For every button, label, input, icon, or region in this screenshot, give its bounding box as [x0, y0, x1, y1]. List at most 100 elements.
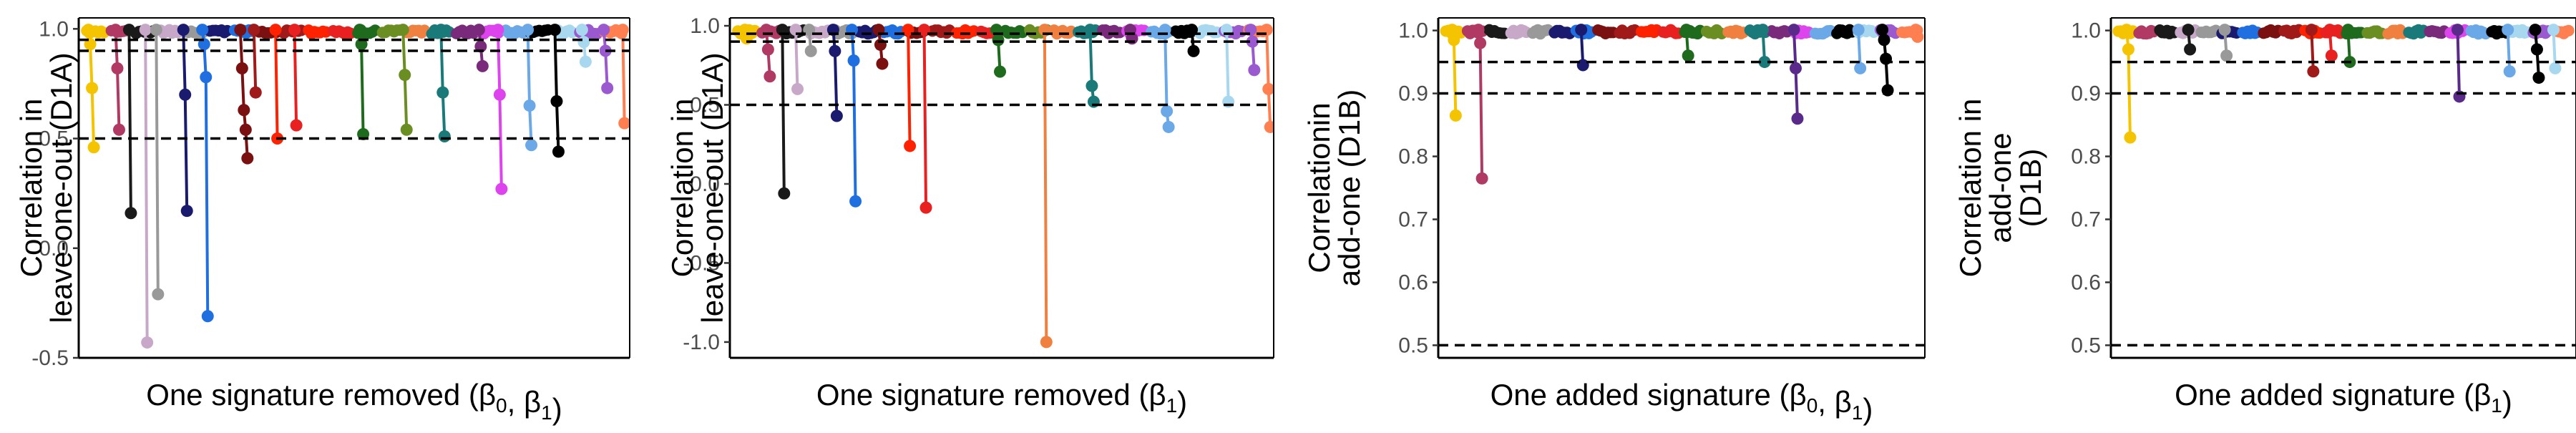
data-point	[548, 24, 561, 37]
series-line	[553, 29, 560, 152]
data-point	[919, 201, 932, 214]
x-axis-title: One added signature (β1)	[2175, 378, 2512, 419]
data-point	[1264, 120, 1274, 133]
y-tick-label: 0.9	[2071, 82, 2101, 106]
data-point	[1876, 24, 1889, 37]
data-point	[495, 183, 508, 195]
series-line	[1477, 29, 1484, 179]
data-point	[2503, 65, 2516, 78]
y-axis-title: Correlation in	[1953, 99, 1987, 278]
data-point	[125, 207, 137, 220]
y-axis-title: leave-one-out (D1A)	[44, 52, 78, 323]
y-tick-label: 0.0	[39, 237, 69, 261]
data-point	[1878, 34, 1890, 47]
data-point	[235, 62, 248, 74]
y-axis-title: Correlation in	[665, 99, 699, 278]
data-point	[112, 123, 125, 136]
x-axis-title: One signature removed (β0, β1)	[146, 378, 562, 426]
series-line	[127, 29, 132, 213]
data-point	[876, 57, 889, 70]
data-point	[1854, 62, 1867, 74]
y-axis-title: Correlation in	[14, 99, 48, 278]
series-line	[2310, 29, 2315, 72]
data-point	[904, 140, 917, 152]
data-point	[1852, 24, 1865, 37]
series-line	[781, 29, 786, 194]
series-line	[794, 29, 799, 89]
data-point	[241, 152, 254, 165]
data-point	[357, 127, 370, 140]
data-point	[492, 24, 504, 37]
y-tick-label: 0.5	[2071, 334, 2101, 357]
series-line	[602, 29, 609, 89]
data-point	[618, 117, 630, 130]
data-point	[1575, 24, 1588, 37]
data-point	[577, 36, 590, 49]
data-point	[601, 82, 614, 94]
data-point	[353, 24, 366, 37]
data-point	[849, 195, 862, 208]
data-point	[616, 24, 629, 37]
y-axis-title: (D1B)	[2014, 149, 2047, 228]
series-line	[1265, 29, 1272, 127]
y-tick-label: 0.8	[1398, 145, 1428, 169]
data-point	[249, 86, 262, 99]
data-point	[438, 130, 451, 142]
plot-area	[732, 24, 1274, 349]
data-point	[239, 123, 252, 136]
data-point	[1187, 44, 1200, 57]
y-tick-label: 0.6	[2071, 271, 2101, 294]
data-point	[597, 24, 610, 37]
data-point	[84, 38, 97, 51]
data-point	[177, 24, 190, 37]
series-line	[1043, 29, 1048, 342]
data-point	[778, 187, 791, 200]
data-point	[122, 24, 135, 37]
data-point	[2529, 24, 2542, 37]
data-point	[1246, 35, 1259, 48]
data-point	[152, 288, 165, 301]
plot-area	[2112, 24, 2575, 144]
data-point	[1475, 172, 1488, 185]
y-tick-label: 1.0	[1398, 19, 1428, 43]
data-point	[1445, 24, 1458, 37]
data-point	[1682, 49, 1694, 62]
data-point	[2562, 24, 2575, 37]
data-point	[434, 24, 447, 37]
data-point	[2124, 131, 2137, 144]
data-point	[522, 24, 535, 37]
series-line	[2506, 29, 2512, 72]
data-point	[1757, 24, 1770, 37]
data-point	[761, 43, 774, 56]
data-point	[399, 69, 411, 82]
data-point	[288, 24, 301, 37]
data-point	[150, 24, 162, 37]
y-axis-title: add-one (D1B)	[1332, 89, 1366, 286]
data-point	[111, 62, 124, 74]
data-point	[472, 24, 485, 37]
data-point	[2307, 65, 2320, 78]
y-tick-label: 0.7	[2071, 208, 2101, 231]
x-axis-title: One added signature (β0, β1)	[1491, 378, 1873, 426]
series-line	[496, 29, 503, 190]
series-line	[155, 29, 160, 295]
y-tick-label: -0.5	[31, 346, 69, 370]
y-tick-label: 0.8	[2071, 145, 2101, 169]
series-line	[200, 29, 210, 316]
data-point	[269, 24, 282, 37]
data-point	[763, 70, 776, 83]
data-point	[1789, 62, 1802, 74]
data-point	[1758, 56, 1771, 69]
series-line	[1857, 29, 1862, 69]
data-point	[829, 44, 841, 57]
data-point	[791, 82, 804, 95]
series-line	[114, 29, 121, 130]
data-point	[2547, 24, 2560, 37]
y-tick-label: 0.6	[1398, 271, 1428, 294]
data-point	[180, 205, 193, 218]
data-point	[2122, 43, 2135, 56]
data-point	[2530, 43, 2543, 56]
series-line	[144, 29, 149, 343]
data-point	[2184, 43, 2197, 56]
